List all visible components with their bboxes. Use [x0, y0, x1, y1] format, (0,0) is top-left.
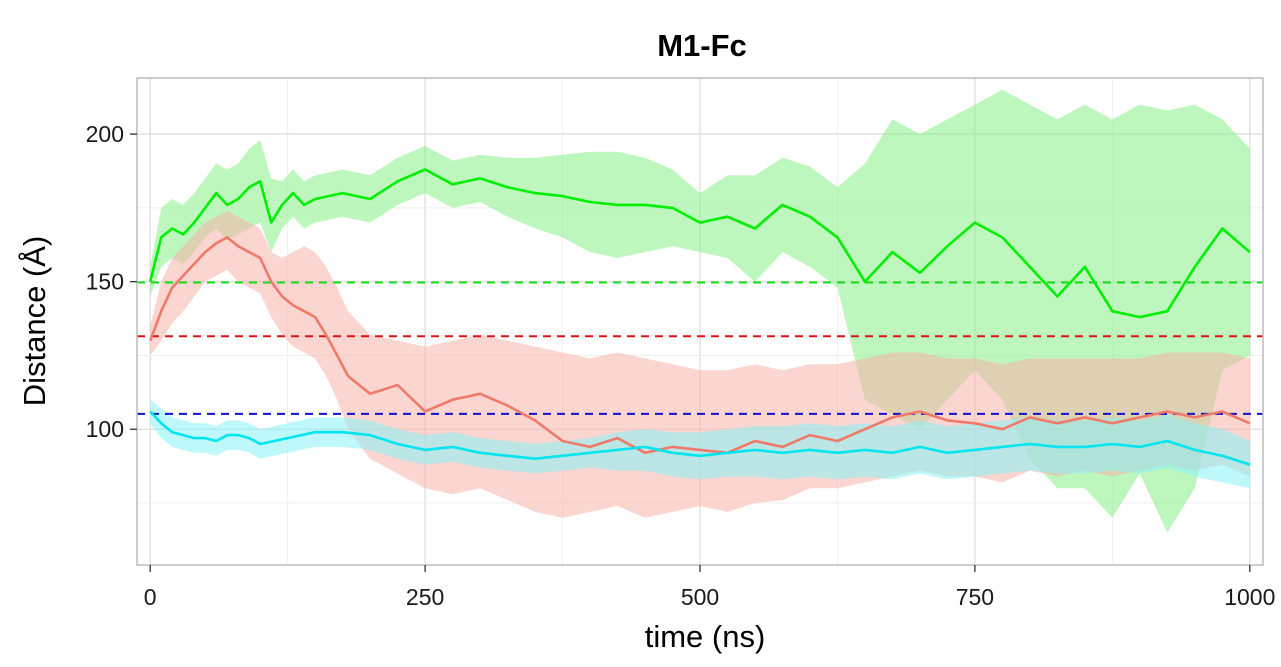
x-tick-label-4: 1000: [1224, 584, 1275, 610]
x-tick-label-1: 250: [406, 584, 444, 610]
y-tick-label-0: 100: [86, 416, 124, 442]
series-layer: [148, 168, 1251, 466]
series-0-line: [148, 168, 1251, 319]
y-tick-layer: 100 150 200: [86, 121, 137, 442]
series-2-line: [149, 410, 1251, 466]
y-tick-label-2: 200: [86, 121, 124, 147]
x-tick-layer: 0 250 500 750 1000: [144, 565, 1275, 610]
series-1-line: [148, 236, 1251, 455]
x-axis-title: time (ns): [645, 619, 766, 654]
y-axis-title: Distance (Å): [17, 236, 52, 407]
series-2-band: [150, 399, 1250, 489]
chart-title: M1-Fc: [657, 28, 747, 63]
reference-line-layer: [137, 281, 1263, 415]
x-tick-label-2: 500: [681, 584, 719, 610]
band-layer: [150, 89, 1250, 533]
x-tick-label-3: 750: [956, 584, 994, 610]
y-tick-label-1: 150: [86, 269, 124, 295]
series-0-band: [150, 89, 1250, 533]
x-tick-label-0: 0: [144, 584, 157, 610]
